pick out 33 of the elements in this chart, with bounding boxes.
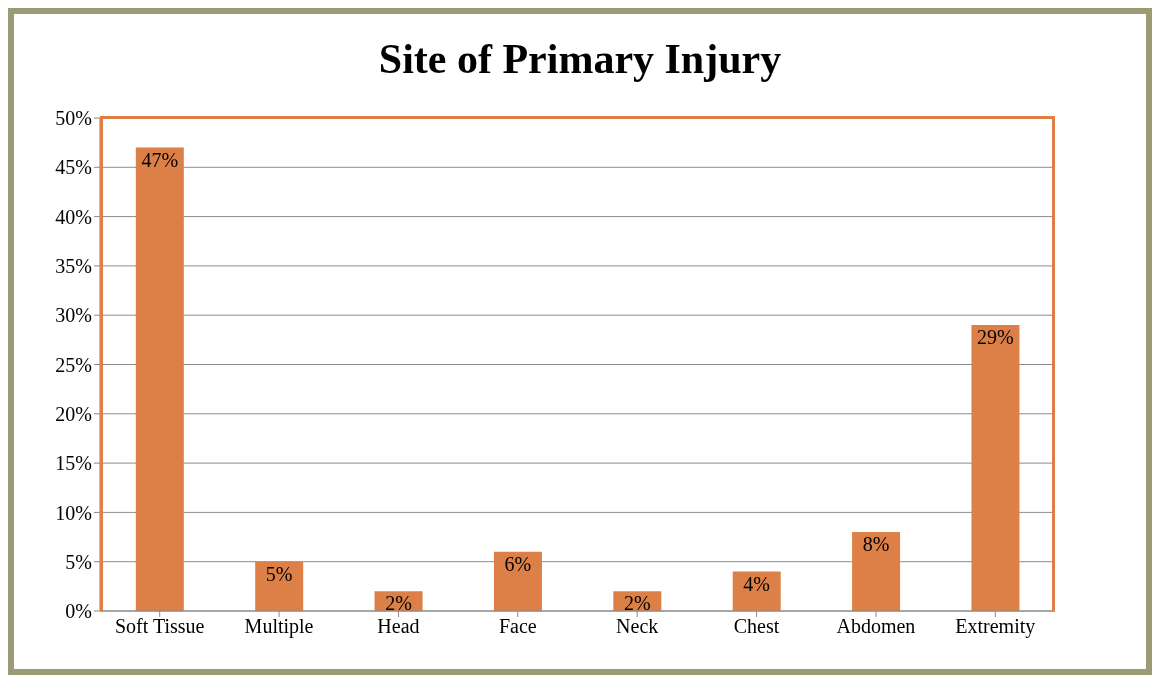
data-label: 8% bbox=[862, 533, 890, 556]
x-tick-label: Head bbox=[377, 615, 420, 638]
y-tick-label: 50% bbox=[55, 107, 92, 130]
y-tick-label: 45% bbox=[55, 156, 92, 179]
x-tick-label: Neck bbox=[616, 615, 659, 638]
bar bbox=[852, 532, 901, 611]
bar bbox=[971, 325, 1020, 611]
bar bbox=[135, 147, 184, 611]
data-label: 2% bbox=[385, 592, 412, 615]
y-tick-label: 25% bbox=[55, 353, 92, 376]
data-label: 6% bbox=[504, 553, 532, 576]
x-tick-label: Abdomen bbox=[836, 615, 916, 638]
data-label: 29% bbox=[977, 326, 1014, 349]
data-label: 47% bbox=[141, 148, 179, 171]
y-tick-label: 10% bbox=[55, 501, 92, 524]
y-tick-label: 5% bbox=[65, 550, 92, 573]
x-tick-label: Soft Tissue bbox=[114, 615, 205, 638]
x-tick-label: Multiple bbox=[244, 615, 314, 639]
bar bbox=[493, 551, 542, 611]
chart-title: Site of Primary Injury bbox=[377, 35, 783, 84]
y-tick-label: 30% bbox=[55, 304, 92, 327]
x-tick-label: Chest bbox=[733, 615, 780, 638]
bar bbox=[255, 561, 304, 611]
y-tick-label: 35% bbox=[55, 255, 92, 277]
data-label: 2% bbox=[623, 592, 651, 615]
y-tick-label: 40% bbox=[55, 205, 92, 228]
x-tick-label: Extremity bbox=[955, 615, 1036, 639]
data-label: 5% bbox=[265, 562, 293, 585]
y-tick-label: 0% bbox=[65, 600, 92, 623]
y-tick-label: 15% bbox=[55, 452, 92, 475]
y-tick-label: 20% bbox=[55, 402, 92, 425]
data-label: 4% bbox=[743, 572, 771, 595]
x-tick-label: Face bbox=[498, 615, 537, 638]
